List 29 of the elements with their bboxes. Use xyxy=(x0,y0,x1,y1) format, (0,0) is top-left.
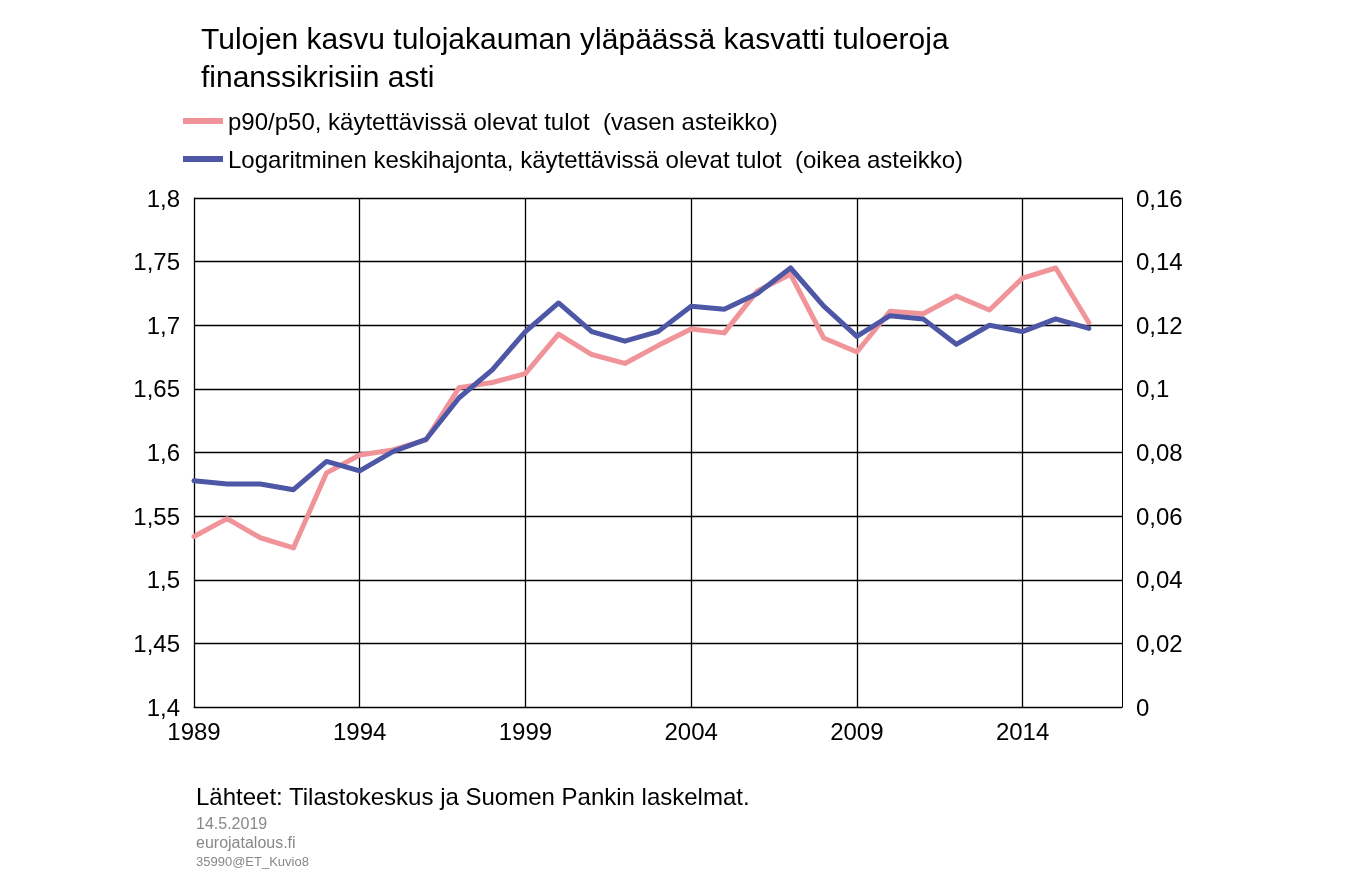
y-tick-label: 1,75 xyxy=(133,248,180,276)
x-tick-label: 1994 xyxy=(333,717,387,745)
x-tick-label: 2009 xyxy=(830,717,884,745)
y-tick-label: 1,65 xyxy=(133,375,180,403)
y-tick-label: 1,8 xyxy=(146,184,180,212)
y2-tick-label: 0,14 xyxy=(1136,248,1183,276)
legend-label: Logaritminen keskihajonta, käytettävissä olevat tulot (oikea asteikko) xyxy=(228,145,964,173)
x-tick-label: 2004 xyxy=(664,717,718,745)
y2-tick-label: 0,06 xyxy=(1136,502,1183,530)
y2-tick-label: 0,1 xyxy=(1136,375,1170,403)
y-tick-label: 1,45 xyxy=(133,629,180,657)
y2-tick-label: 0,12 xyxy=(1136,311,1183,339)
text: 35990@ET_Kuvio8 xyxy=(196,854,309,869)
y2-tick-label: 0,08 xyxy=(1136,439,1183,466)
text: 14.5.2019 xyxy=(196,815,268,832)
x-tick-label: 2014 xyxy=(995,717,1050,745)
y2-tick-label: 0 xyxy=(1136,693,1150,721)
text: eurojatalous.fi xyxy=(196,834,296,851)
y2-tick-label: 0,02 xyxy=(1136,629,1183,657)
y-tick-label: 1,6 xyxy=(146,439,180,466)
y-tick-label: 1,7 xyxy=(146,311,180,339)
x-tick-label: 1999 xyxy=(498,717,553,745)
y2-tick-label: 0,04 xyxy=(1136,566,1183,594)
chart-title: Tulojen kasvu tulojakauman yläpäässä kasvatti tuloeroja finanssikrisiin asti xyxy=(201,21,949,93)
y2-tick-label: 0,16 xyxy=(1136,184,1183,212)
y-tick-label: 1,55 xyxy=(133,502,180,530)
legend-label: p90/p50, käytettävissä olevat tulot (vasen asteikko) xyxy=(228,107,778,135)
text: Lähteet: Tilastokeskus ja Suomen Pankin laskelmat. xyxy=(196,782,750,810)
y-tick-label: 1,5 xyxy=(146,566,180,594)
